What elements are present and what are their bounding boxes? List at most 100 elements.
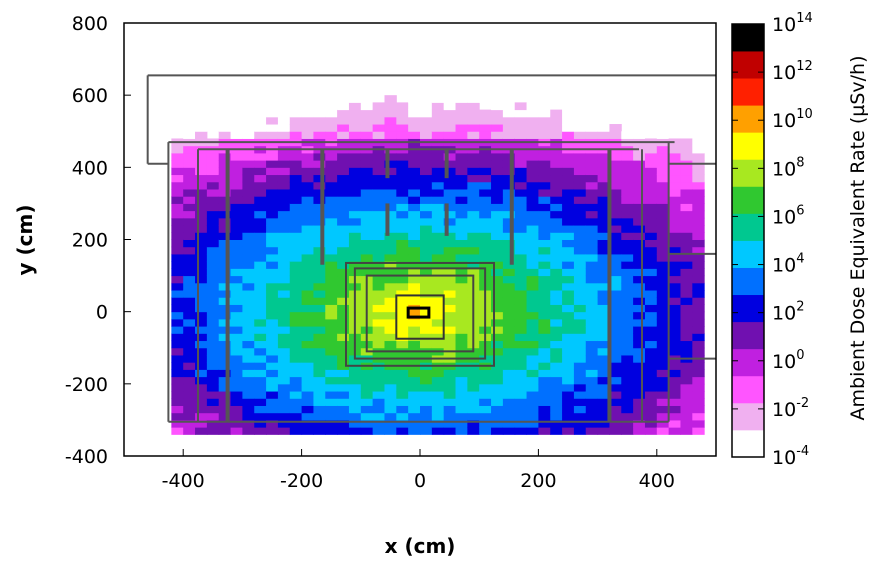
heatmap-cell: [408, 131, 421, 139]
heatmap-cell: [526, 362, 539, 370]
heatmap-cell: [242, 318, 255, 327]
heatmap-cell: [491, 109, 504, 118]
heatmap-cell: [266, 225, 279, 233]
heatmap-cell: [277, 116, 291, 125]
heatmap-cell: [550, 340, 563, 349]
heatmap-cell: [431, 152, 445, 161]
heatmap-cell: [573, 261, 587, 269]
heatmap-cell: [573, 174, 587, 183]
heatmap-cell: [360, 405, 374, 414]
heatmap-cell: [680, 304, 693, 313]
x-axis-label: x (cm): [385, 534, 456, 558]
heatmap-cell: [408, 376, 421, 385]
heatmap-cell: [348, 419, 362, 428]
heatmap-cell: [514, 203, 528, 212]
heatmap-cell: [325, 232, 338, 240]
heatmap-cell: [597, 290, 610, 298]
heatmap-cell: [195, 419, 208, 428]
heatmap-cell: [562, 131, 575, 139]
heatmap-cell: [171, 290, 184, 298]
heatmap-cell: [538, 131, 551, 139]
heatmap-cell: [266, 253, 279, 262]
heatmap-cell: [277, 275, 291, 284]
heatmap-cell: [313, 203, 326, 212]
heatmap-cell: [337, 398, 350, 406]
heatmap-cell: [313, 225, 326, 233]
heatmap-cell: [621, 174, 634, 183]
heatmap-cell: [467, 239, 480, 248]
heatmap-cell: [431, 124, 445, 132]
heatmap-cell: [171, 376, 184, 385]
heatmap-cell: [254, 362, 267, 370]
heatmap-cell: [573, 383, 587, 392]
heatmap-cell: [372, 405, 385, 414]
heatmap-cell: [408, 232, 421, 240]
heatmap-cell: [680, 333, 693, 342]
heatmap-cell: [573, 362, 587, 370]
heatmap-cell: [680, 347, 693, 356]
heatmap-cell: [301, 282, 314, 291]
heatmap-cell: [609, 203, 622, 212]
heatmap-cell: [230, 203, 243, 212]
heatmap-cell: [420, 261, 433, 269]
heatmap-cell: [621, 376, 634, 385]
heatmap-cell: [692, 304, 705, 313]
heatmap-cell: [218, 131, 232, 139]
heatmap-cell: [609, 210, 622, 219]
heatmap-cell: [455, 109, 468, 118]
heatmap-cell: [218, 225, 232, 233]
heatmap-cell: [550, 304, 563, 313]
heatmap-cell: [609, 354, 622, 363]
heatmap-cell: [562, 210, 575, 219]
heatmap-cell: [301, 412, 314, 421]
heatmap-cell: [313, 290, 326, 298]
heatmap-cell: [609, 268, 622, 277]
heatmap-cell: [313, 333, 326, 342]
heatmap-cell: [621, 347, 634, 356]
heatmap-cell: [668, 311, 681, 320]
heatmap-cell: [656, 333, 670, 342]
x-tick-label: -200: [280, 470, 323, 492]
heatmap-cell: [183, 225, 196, 233]
heatmap-cell: [420, 239, 433, 248]
heatmap-cell: [443, 232, 457, 240]
heatmap-cell: [502, 160, 516, 168]
housing-box: [345, 261, 495, 367]
heatmap-cell: [597, 383, 610, 392]
heatmap-cell: [360, 369, 374, 378]
heatmap-cell: [325, 427, 338, 435]
heatmap-cell: [585, 196, 599, 204]
y-tick-label: 600: [72, 85, 108, 107]
heatmap-cell: [550, 196, 563, 204]
heatmap-cell: [585, 340, 599, 349]
heatmap-cell: [502, 419, 516, 428]
heatmap-cell: [396, 412, 409, 421]
heatmap-cell: [692, 188, 705, 197]
heatmap-cell: [609, 225, 622, 233]
heatmap-cell: [254, 290, 267, 298]
heatmap-cell: [514, 167, 528, 176]
heatmap-cell: [431, 275, 445, 284]
heatmap-cell: [230, 347, 243, 356]
heatmap-cell: [218, 124, 232, 132]
heatmap-cell: [538, 282, 551, 291]
heatmap-cell: [301, 347, 314, 356]
heatmap-cell: [668, 225, 681, 233]
heatmap-cell: [420, 398, 433, 406]
heatmap-cell: [550, 152, 563, 161]
heatmap-cell: [479, 261, 492, 269]
heatmap-cell: [538, 253, 551, 262]
heatmap-cell: [206, 174, 220, 183]
heatmap-cell: [277, 282, 291, 291]
heatmap-cell: [313, 427, 326, 435]
heatmap-cell: [633, 318, 646, 327]
heatmap-cell: [479, 174, 492, 183]
heatmap-cell: [443, 419, 457, 428]
heatmap-cell: [266, 246, 279, 255]
heatmap-cell: [218, 188, 232, 197]
heatmap-cell: [668, 268, 681, 277]
heatmap-cell: [360, 246, 374, 255]
heatmap-cell: [491, 282, 504, 291]
heatmap-cell: [550, 311, 563, 320]
heatmap-cell: [455, 340, 468, 349]
